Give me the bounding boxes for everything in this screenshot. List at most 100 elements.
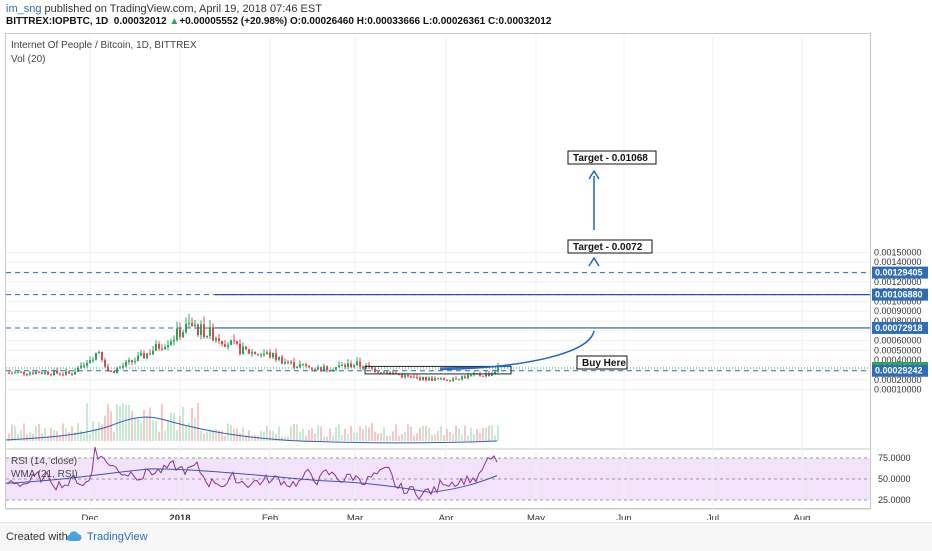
time-tick-label: Mar (347, 513, 363, 520)
volume-bar (101, 424, 103, 441)
volume-bar (323, 436, 325, 441)
candle-body (38, 371, 40, 373)
high-value: 0.00033666 (367, 16, 421, 27)
target-2-box[interactable] (567, 150, 657, 165)
created-with-label: Created with (6, 531, 68, 543)
candle-body (104, 359, 106, 367)
volume-bar (119, 405, 121, 441)
candle-body (281, 356, 283, 364)
volume-bar (359, 426, 361, 441)
volume-bar (176, 429, 178, 441)
volume-bar (425, 425, 427, 441)
candle-body (245, 346, 247, 350)
candle-body (143, 353, 145, 359)
volume-bar (131, 410, 133, 441)
candle-body (14, 372, 16, 374)
series-title: Internet Of People / Bitcoin, 1D, BITTRE… (11, 40, 197, 51)
candle-body (134, 361, 136, 363)
volume-bar (494, 435, 496, 441)
candle-body (230, 340, 232, 345)
price-level-tag (872, 364, 928, 377)
volume-bar (134, 417, 136, 441)
candle-body (407, 374, 409, 377)
volume-bar (371, 423, 373, 441)
candle-body (20, 371, 22, 373)
candle-body (53, 370, 55, 376)
candle-body (488, 373, 490, 376)
volume-bar (161, 404, 163, 441)
candle-body (98, 351, 100, 353)
volume-bar (365, 425, 367, 441)
candle-body (83, 365, 85, 367)
time-tick-label: Feb (262, 513, 278, 520)
price-tick-label: 0.00100000 (874, 296, 922, 306)
projection-curve[interactable] (439, 330, 595, 371)
candle-body (236, 341, 238, 344)
buy-zone-box[interactable] (364, 365, 512, 375)
volume-bar (419, 427, 421, 441)
volume-bar (188, 422, 190, 441)
close-value: 0.00032012 (498, 16, 552, 27)
volume-bar (53, 430, 55, 441)
candle-body (149, 353, 151, 355)
symbol-label: BITTREX:IOPBTC, 1D (6, 16, 109, 27)
candle-body (239, 343, 241, 355)
volume-bar (200, 430, 202, 441)
candle-body (443, 378, 445, 381)
candle-body (200, 324, 202, 335)
volume-bar (392, 431, 394, 441)
volume-bar (395, 424, 397, 441)
volume-bar (458, 428, 460, 441)
volume-bar (320, 426, 322, 441)
price-level-label: 0.00072918 (875, 323, 923, 333)
candle-body (293, 362, 295, 368)
volume-bar (347, 433, 349, 441)
volume-bar (194, 417, 196, 441)
candle-body (71, 373, 73, 375)
candle-body (26, 374, 28, 376)
tradingview-link[interactable]: TradingView (87, 531, 148, 543)
buy-here-box[interactable] (576, 355, 628, 370)
volume-bar (212, 430, 214, 441)
candle-body (170, 341, 172, 345)
rsi-legend: RSI (14, close) (11, 456, 78, 467)
candle-body (383, 371, 385, 373)
volume-bar (428, 427, 430, 441)
candle-body (206, 335, 208, 337)
volume-bar (455, 425, 457, 441)
candle-body (17, 371, 19, 373)
candle-body (77, 367, 79, 372)
price-tick-label: 0.00140000 (874, 257, 922, 267)
candle-body (494, 371, 496, 374)
volume-bar (299, 431, 301, 441)
time-tick-label: 2018 (169, 513, 190, 520)
volume-bar (497, 425, 499, 441)
price-tick-label: 0.00080000 (874, 316, 922, 326)
candle-body (44, 371, 46, 374)
candle-body (146, 353, 148, 359)
author-link[interactable]: im_sng (6, 3, 42, 15)
volume-bar (47, 435, 49, 441)
volume-bar (338, 424, 340, 441)
candle-body (113, 371, 115, 373)
volume-bar (29, 433, 31, 441)
volume-bar (95, 428, 97, 441)
volume-bar (290, 426, 292, 441)
time-tick-label: Jul (707, 513, 719, 520)
candle-body (164, 346, 166, 350)
volume-bar (377, 433, 379, 441)
volume-bar (329, 428, 331, 441)
target-1-box[interactable] (567, 239, 653, 254)
volume-bar (254, 434, 256, 441)
volume-bar (203, 433, 205, 441)
volume-bar (191, 408, 193, 441)
candle-body (47, 371, 49, 375)
volume-bar (137, 418, 139, 441)
volume-bar (221, 430, 223, 441)
candle-body (131, 360, 133, 363)
drawings[interactable]: Target - 0.01068 Target - 0.0072 Buy Here (364, 150, 657, 375)
volume-bar (335, 427, 337, 441)
candle-body (296, 366, 298, 368)
volume-bar (155, 421, 157, 441)
